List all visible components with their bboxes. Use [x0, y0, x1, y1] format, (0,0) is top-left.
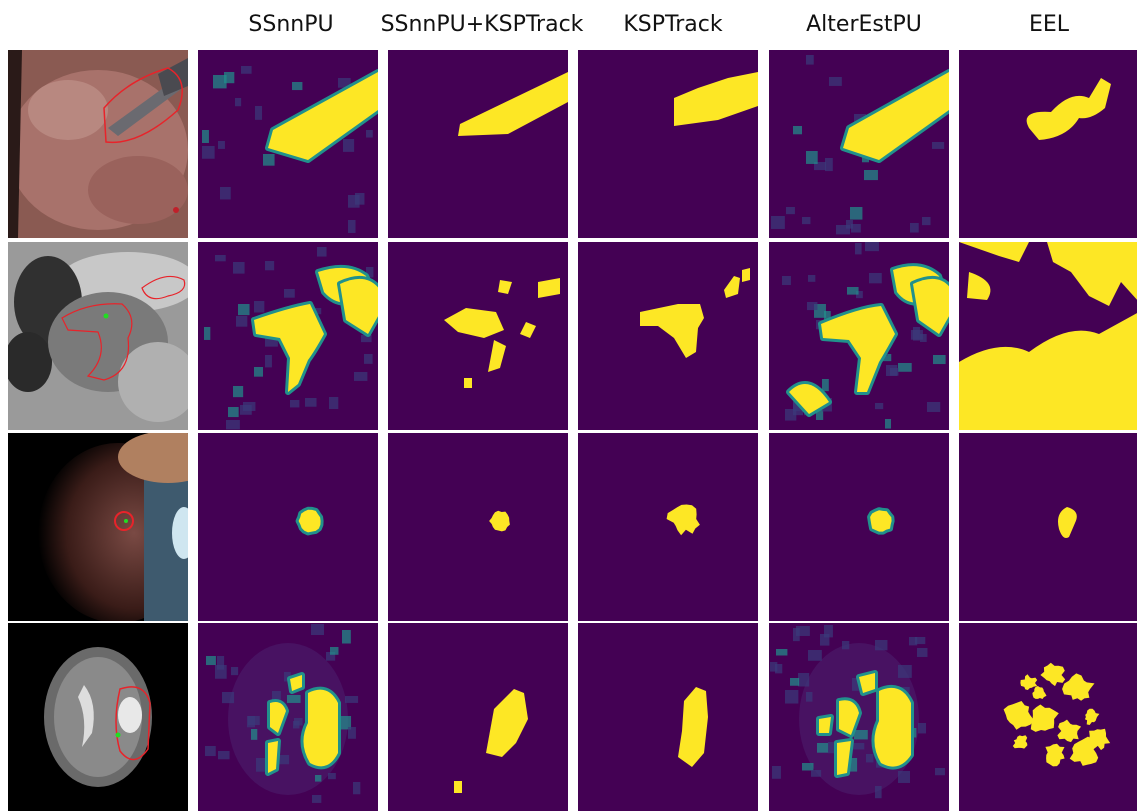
column-header-ssnnpu-ksptrack: SSnnPU+KSPTrack [380, 12, 584, 37]
mask-ct-scan-alterestpu [769, 242, 949, 430]
mask-retina-fundus-ksptrack [578, 433, 758, 621]
mask-brain-mri-alterestpu [769, 623, 949, 811]
column-header-alterestpu: AlterEstPU [806, 12, 922, 37]
column-header-ksptrack: KSPTrack [623, 12, 723, 37]
mask-ct-scan-eel [959, 242, 1137, 430]
mask-ct-scan-ksptrack [578, 242, 758, 430]
mask-retina-fundus-ssnnpu-ksptrack [388, 433, 568, 621]
mask-surgical-tool-ssnnpu-ksptrack [388, 50, 568, 238]
mask-retina-fundus-alterestpu [769, 433, 949, 621]
mask-ct-scan-ssnnpu [198, 242, 378, 430]
mask-surgical-tool-ssnnpu [198, 50, 378, 238]
mask-retina-fundus-ssnnpu [198, 433, 378, 621]
mask-brain-mri-ksptrack [578, 623, 758, 811]
column-header-ssnnpu: SSnnPU [248, 12, 334, 37]
mask-ct-scan-ssnnpu-ksptrack [388, 242, 568, 430]
column-header-eel: EEL [1028, 12, 1070, 37]
input-image-brain-mri [8, 623, 188, 811]
mask-surgical-tool-ksptrack [578, 50, 758, 238]
mask-brain-mri-eel [959, 623, 1137, 811]
mask-surgical-tool-alterestpu [769, 50, 949, 238]
mask-surgical-tool-eel [959, 50, 1137, 238]
input-image-ct-scan [8, 242, 188, 430]
mask-brain-mri-ssnnpu-ksptrack [388, 623, 568, 811]
input-image-surgical-tool [8, 50, 188, 238]
mask-brain-mri-ssnnpu [198, 623, 378, 811]
mask-retina-fundus-eel [959, 433, 1137, 621]
input-image-retina-fundus [8, 433, 188, 621]
